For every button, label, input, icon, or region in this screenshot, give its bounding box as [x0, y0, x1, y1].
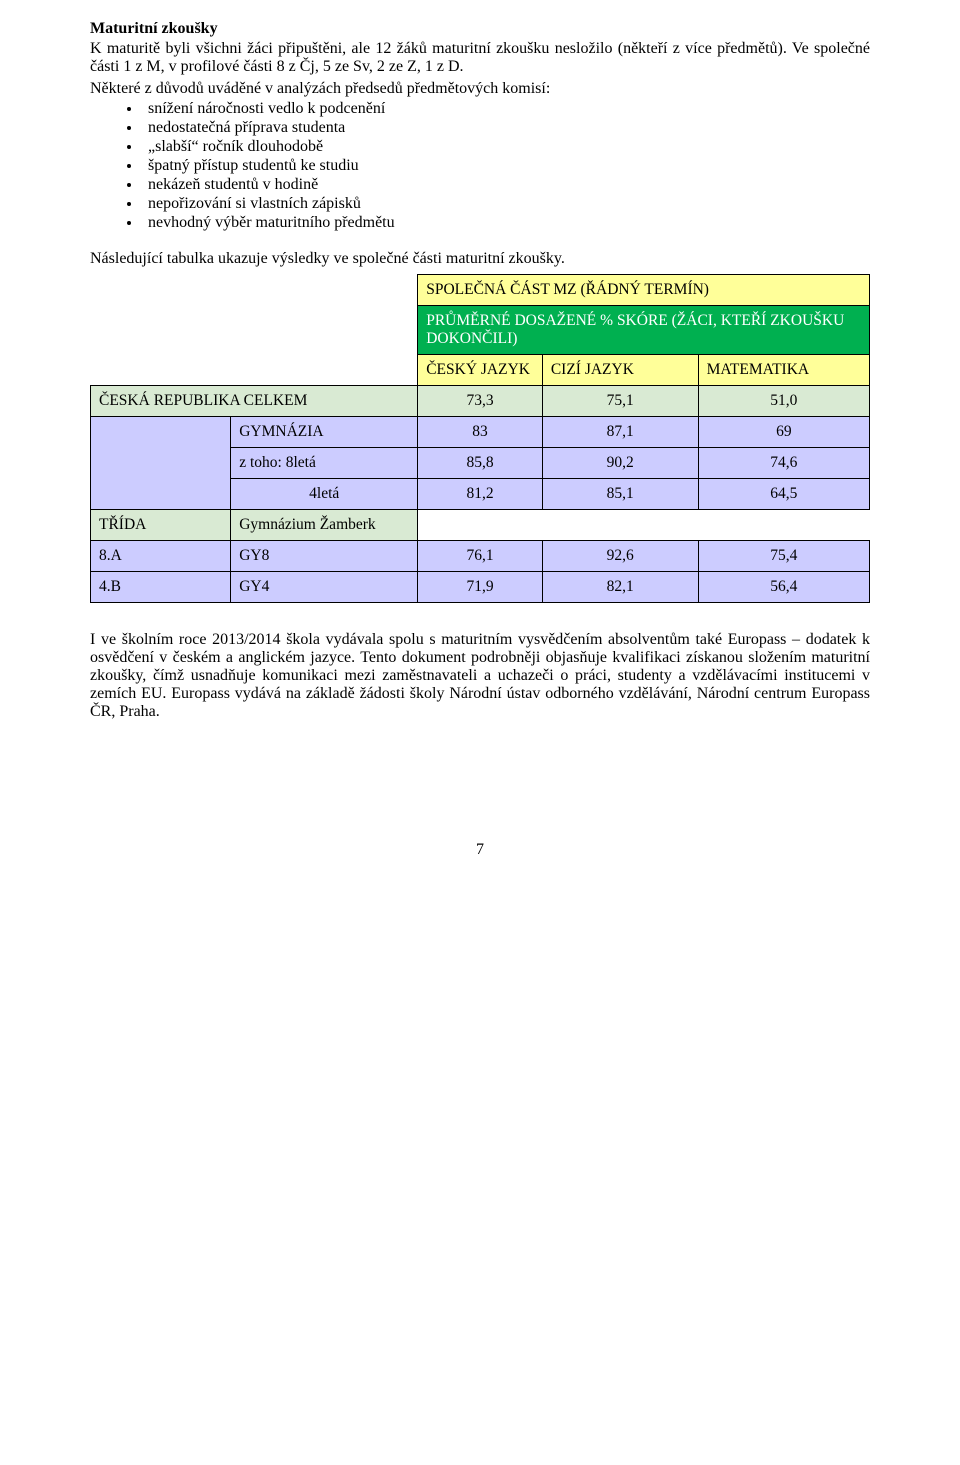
col-header-cesky: ČESKÝ JAZYK [418, 355, 543, 386]
cell-value: 71,9 [418, 572, 543, 603]
row-label: 4letá [231, 479, 418, 510]
table-row-trida: TŘÍDA Gymnázium Žamberk [91, 510, 870, 541]
row-label: z toho: 8letá [231, 448, 418, 479]
cell-value: 87,1 [542, 417, 698, 448]
row-label: ČESKÁ REPUBLIKA CELKEM [91, 386, 418, 417]
cell-value: 85,8 [418, 448, 543, 479]
empty-cell [91, 448, 231, 479]
header-main: SPOLEČNÁ ČÁST MZ (ŘÁDNÝ TERMÍN) [418, 275, 870, 306]
results-table: SPOLEČNÁ ČÁST MZ (ŘÁDNÝ TERMÍN) PRŮMĚRNÉ… [90, 274, 870, 603]
list-item: špatný přístup studentů ke studiu [142, 157, 870, 175]
header-sub: PRŮMĚRNÉ DOSAŽENÉ % SKÓRE (ŽÁCI, KTEŘÍ Z… [418, 306, 870, 355]
cell-value: 73,3 [418, 386, 543, 417]
cell-value: 69 [698, 417, 869, 448]
cell-value: 83 [418, 417, 543, 448]
table-header-row-1: SPOLEČNÁ ČÁST MZ (ŘÁDNÝ TERMÍN) [91, 275, 870, 306]
page-content: Maturitní zkoušky K maturitě byli všichn… [0, 0, 960, 879]
section-title: Maturitní zkoušky [90, 20, 870, 38]
table-row-8a: 8.A GY8 76,1 92,6 75,4 [91, 541, 870, 572]
cell-value: 92,6 [542, 541, 698, 572]
table-header-row-3: ČESKÝ JAZYK CIZÍ JAZYK MATEMATIKA [91, 355, 870, 386]
cell-value: 75,1 [542, 386, 698, 417]
empty-cell [418, 510, 870, 541]
empty-cell [91, 306, 418, 355]
list-item: snížení náročnosti vedlo k podcenění [142, 100, 870, 118]
row-label: GY4 [231, 572, 418, 603]
table-row-cr: ČESKÁ REPUBLIKA CELKEM 73,3 75,1 51,0 [91, 386, 870, 417]
reasons-list: snížení náročnosti vedlo k podcenění ned… [90, 100, 870, 232]
cell-value: 64,5 [698, 479, 869, 510]
reasons-subheading: Některé z důvodů uváděné v analýzách pře… [90, 80, 870, 98]
cell-value: 76,1 [418, 541, 543, 572]
table-row-4b: 4.B GY4 71,9 82,1 56,4 [91, 572, 870, 603]
closing-paragraph: I ve školním roce 2013/2014 škola vydáva… [90, 631, 870, 721]
cell-value: 56,4 [698, 572, 869, 603]
empty-cell [91, 479, 231, 510]
row-label: GYMNÁZIA [231, 417, 418, 448]
cell-value: 75,4 [698, 541, 869, 572]
list-item: nepořizování si vlastních zápisků [142, 195, 870, 213]
cell-value: 82,1 [542, 572, 698, 603]
empty-cell [91, 417, 231, 448]
cell-value: 51,0 [698, 386, 869, 417]
list-item: nekázeň studentů v hodině [142, 176, 870, 194]
list-item: nedostatečná příprava studenta [142, 119, 870, 137]
list-item: nevhodný výběr maturitního předmětu [142, 214, 870, 232]
table-row-8leta: z toho: 8letá 85,8 90,2 74,6 [91, 448, 870, 479]
col-header-cizi: CIZÍ JAZYK [542, 355, 698, 386]
list-item: „slabší“ ročník dlouhodobě [142, 138, 870, 156]
row-label-trida: TŘÍDA [91, 510, 231, 541]
cell-value: 74,6 [698, 448, 869, 479]
cell-value: 81,2 [418, 479, 543, 510]
row-label: 8.A [91, 541, 231, 572]
intro-paragraph: K maturitě byli všichni žáci připuštěni,… [90, 40, 870, 76]
cell-value: 85,1 [542, 479, 698, 510]
col-header-matematika: MATEMATIKA [698, 355, 869, 386]
table-header-row-2: PRŮMĚRNÉ DOSAŽENÉ % SKÓRE (ŽÁCI, KTEŘÍ Z… [91, 306, 870, 355]
row-label: 4.B [91, 572, 231, 603]
empty-cell [91, 275, 418, 306]
page-number: 7 [90, 841, 870, 859]
cell-value: 90,2 [542, 448, 698, 479]
table-row-gymnazia: GYMNÁZIA 83 87,1 69 [91, 417, 870, 448]
empty-cell [91, 355, 418, 386]
row-label: GY8 [231, 541, 418, 572]
table-lead-text: Následující tabulka ukazuje výsledky ve … [90, 250, 870, 268]
row-value-trida: Gymnázium Žamberk [231, 510, 418, 541]
table-row-4leta: 4letá 81,2 85,1 64,5 [91, 479, 870, 510]
